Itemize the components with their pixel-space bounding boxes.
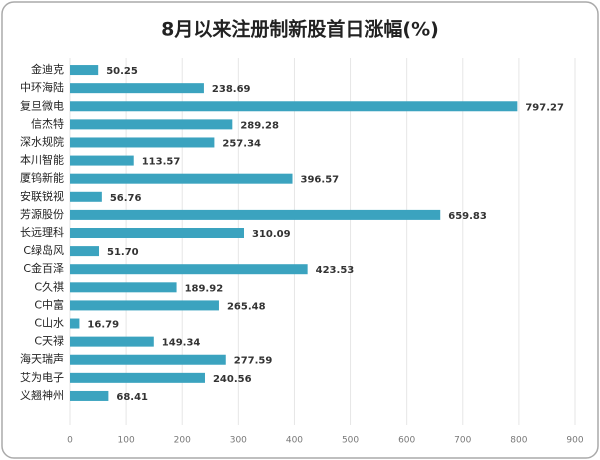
value-label: 16.79 xyxy=(87,320,119,331)
y-tick-label: 海天瑞声 xyxy=(20,352,64,366)
y-tick-label: 义翘神州 xyxy=(20,388,64,402)
y-tick-label: 芳源股份 xyxy=(20,207,64,221)
value-label: 277.59 xyxy=(234,356,273,367)
y-tick-label: 安联锐视 xyxy=(20,189,64,203)
bar xyxy=(70,101,518,112)
bar xyxy=(70,119,233,130)
y-tick-label: 本川智能 xyxy=(20,153,64,167)
value-label: 310.09 xyxy=(252,229,291,240)
y-tick-label: C金百泽 xyxy=(23,261,64,275)
value-label: 189.92 xyxy=(185,283,224,294)
value-label: 797.27 xyxy=(525,102,564,113)
value-label: 423.53 xyxy=(316,265,355,276)
value-label: 113.57 xyxy=(142,157,181,168)
x-tick-label: 600 xyxy=(398,436,415,446)
x-tick-label: 200 xyxy=(174,436,191,446)
x-tick-label: 100 xyxy=(118,436,135,446)
y-tick-label: 中环海陆 xyxy=(20,80,64,94)
x-tick-label: 400 xyxy=(286,436,303,446)
y-tick-label: 金迪克 xyxy=(31,62,64,76)
value-label: 149.34 xyxy=(162,338,201,349)
bar xyxy=(70,354,226,365)
bar xyxy=(70,155,134,166)
y-tick-label: 信杰特 xyxy=(31,116,64,130)
bar xyxy=(70,282,177,293)
bar xyxy=(70,228,244,238)
value-label: 659.83 xyxy=(448,211,487,222)
bar xyxy=(70,372,205,383)
bar xyxy=(70,300,219,311)
y-tick-label: 艾为电子 xyxy=(20,371,64,384)
value-label: 238.69 xyxy=(212,84,251,95)
value-label: 257.34 xyxy=(222,138,261,149)
y-tick-label: 复旦微电 xyxy=(20,98,64,112)
x-tick-label: 900 xyxy=(566,436,583,446)
value-label: 51.70 xyxy=(107,247,139,258)
x-tick-label: 0 xyxy=(67,436,73,446)
bar xyxy=(70,209,441,220)
bar xyxy=(70,65,99,76)
bar xyxy=(70,246,100,257)
value-label: 50.25 xyxy=(106,66,138,77)
value-label: 68.41 xyxy=(116,392,148,403)
bar xyxy=(70,390,109,401)
chart-title: 8月以来注册制新股首日涨幅(%) xyxy=(161,18,439,41)
bar xyxy=(70,264,308,275)
bar xyxy=(70,173,293,184)
bar xyxy=(70,83,204,94)
y-tick-label: C久祺 xyxy=(34,280,64,293)
x-tick-label: 700 xyxy=(454,436,471,446)
bar xyxy=(70,137,215,148)
y-tick-label: 长远理科 xyxy=(20,225,64,239)
value-label: 396.57 xyxy=(301,175,340,186)
x-tick-label: 500 xyxy=(342,436,359,446)
bar xyxy=(70,336,154,347)
y-tick-label: C中富 xyxy=(34,297,64,311)
y-tick-label: C山水 xyxy=(34,317,64,330)
value-label: 56.76 xyxy=(110,193,142,204)
value-label: 289.28 xyxy=(240,120,279,131)
value-label: 240.56 xyxy=(213,374,252,385)
bar xyxy=(70,318,80,329)
x-tick-label: 300 xyxy=(230,436,247,446)
y-tick-label: 厦钨新能 xyxy=(20,171,64,185)
value-label: 265.48 xyxy=(227,301,266,312)
y-tick-label: C绿岛风 xyxy=(23,243,64,257)
x-tick-label: 800 xyxy=(510,436,527,446)
y-tick-label: C天禄 xyxy=(34,334,64,348)
bar xyxy=(70,191,102,202)
y-tick-label: 深水规院 xyxy=(20,134,64,148)
